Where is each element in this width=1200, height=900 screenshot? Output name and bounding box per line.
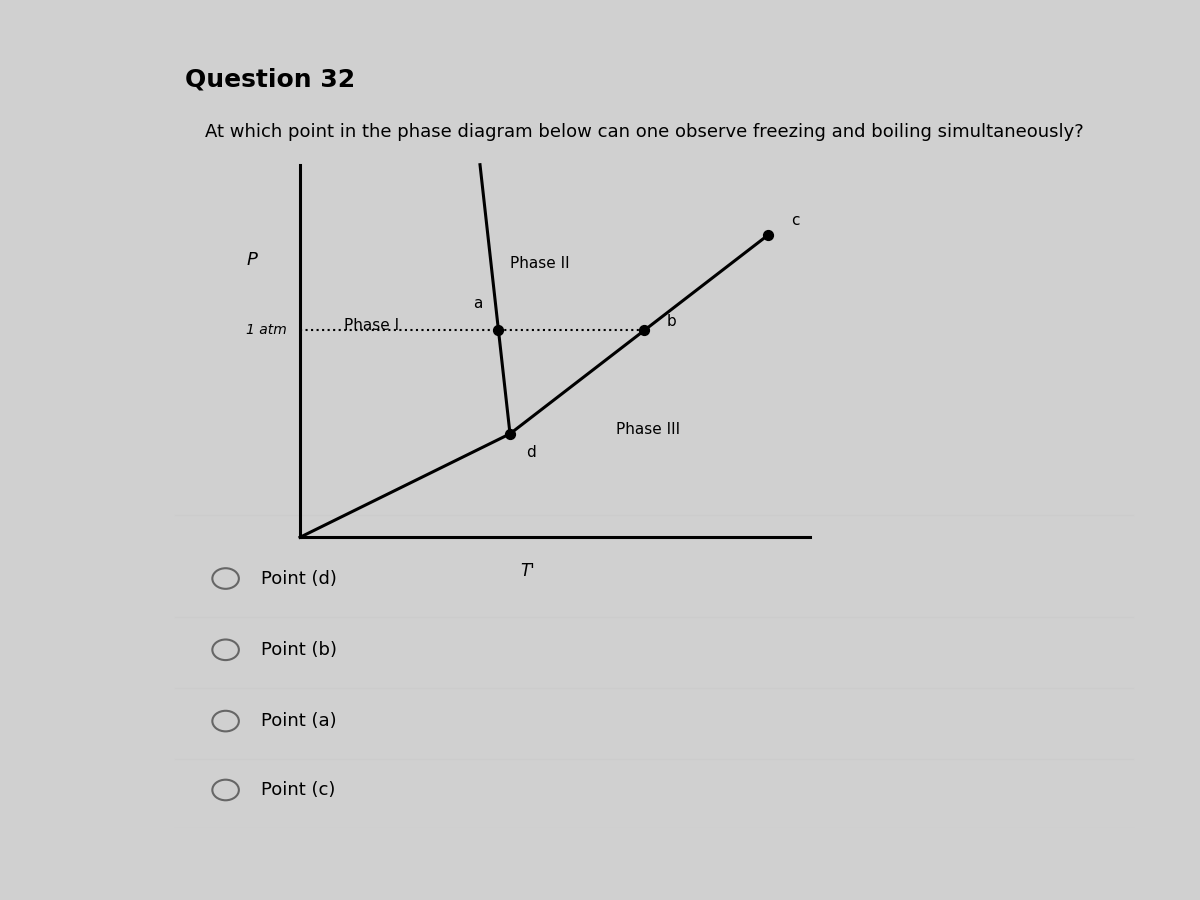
Text: P: P bbox=[246, 251, 258, 269]
Text: Point (a): Point (a) bbox=[262, 712, 337, 730]
Text: T': T' bbox=[521, 562, 535, 580]
Text: a: a bbox=[473, 295, 482, 310]
Text: Phase III: Phase III bbox=[616, 422, 680, 436]
Text: At which point in the phase diagram below can one observe freezing and boiling s: At which point in the phase diagram belo… bbox=[205, 123, 1084, 141]
Text: 1 atm: 1 atm bbox=[246, 323, 287, 338]
Text: Question 32: Question 32 bbox=[185, 68, 355, 92]
Text: Point (c): Point (c) bbox=[262, 781, 336, 799]
Point bbox=[488, 323, 508, 338]
Point bbox=[500, 427, 520, 441]
Text: Phase I: Phase I bbox=[344, 319, 400, 333]
Text: c: c bbox=[791, 212, 799, 228]
Text: Point (d): Point (d) bbox=[262, 570, 337, 588]
Text: d: d bbox=[526, 445, 536, 460]
Text: Point (b): Point (b) bbox=[262, 641, 337, 659]
Point bbox=[758, 228, 778, 242]
Text: b: b bbox=[666, 314, 677, 329]
Point bbox=[635, 323, 654, 338]
Text: Phase II: Phase II bbox=[510, 256, 570, 271]
